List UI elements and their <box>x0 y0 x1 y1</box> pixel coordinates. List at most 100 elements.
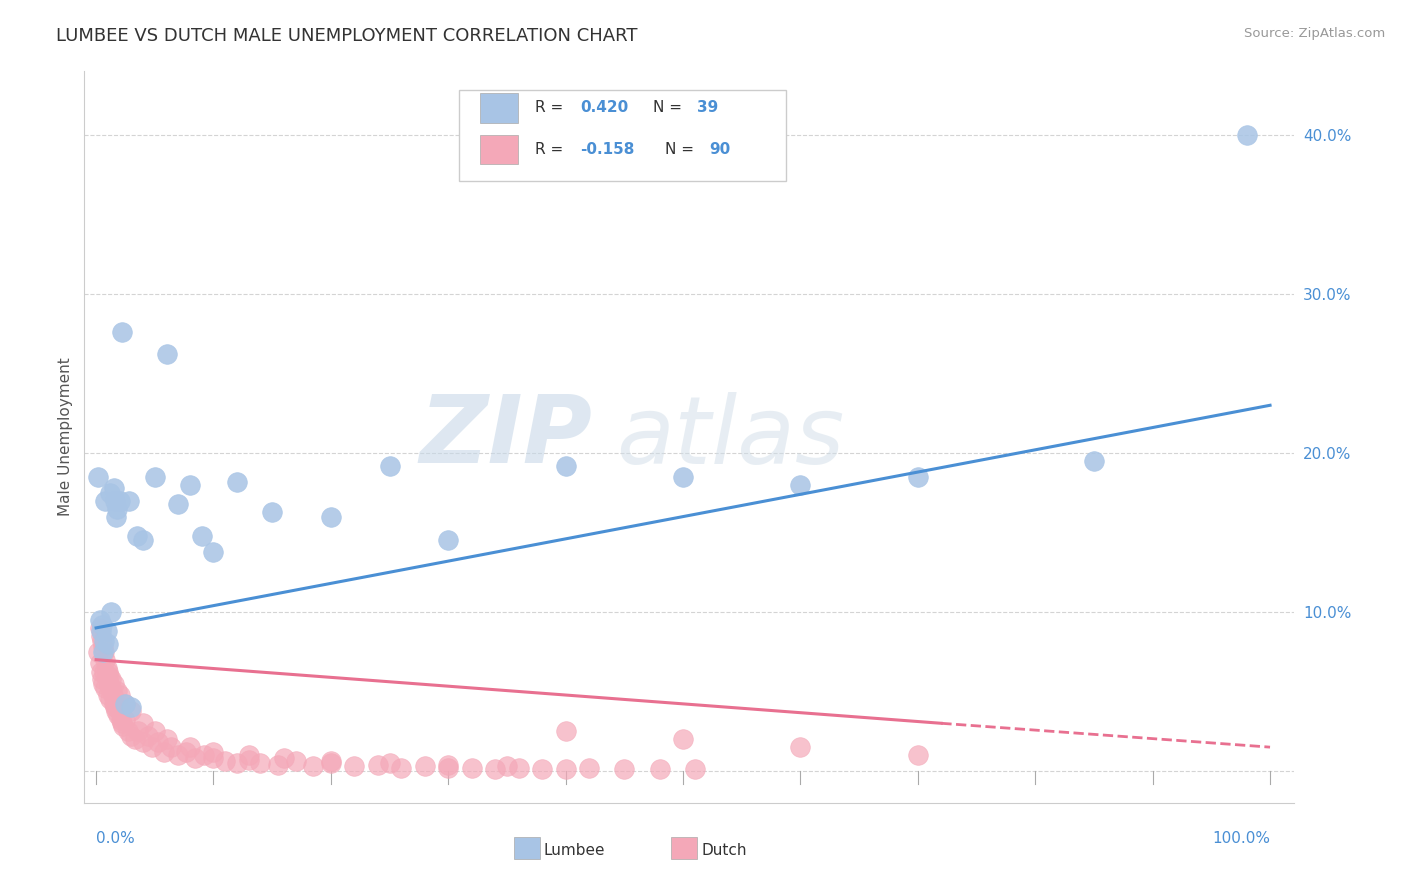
Point <box>367 757 389 772</box>
Point <box>141 740 163 755</box>
Point <box>103 676 125 690</box>
Text: Lumbee: Lumbee <box>544 843 606 858</box>
Point <box>1236 128 1258 142</box>
Point <box>105 697 128 711</box>
Point <box>96 668 118 682</box>
Text: 0.420: 0.420 <box>581 101 628 115</box>
Point <box>136 729 159 743</box>
Point <box>103 697 125 711</box>
Text: 39: 39 <box>697 101 718 115</box>
Point <box>167 748 190 763</box>
Point <box>91 633 114 648</box>
Point <box>117 724 139 739</box>
Point <box>648 763 671 777</box>
Point <box>789 477 811 491</box>
Point <box>114 697 136 711</box>
Point <box>143 470 166 484</box>
Point <box>108 493 131 508</box>
Point <box>98 692 121 706</box>
Point <box>672 470 695 484</box>
Point <box>94 653 117 667</box>
Text: N =: N = <box>665 142 699 157</box>
Point <box>110 713 132 727</box>
Point <box>96 624 118 638</box>
Point <box>267 757 290 772</box>
Point <box>789 740 811 755</box>
Point <box>907 470 929 484</box>
Point <box>193 748 215 763</box>
Point <box>103 481 125 495</box>
Point <box>96 660 118 674</box>
Point <box>496 759 519 773</box>
Point <box>89 656 111 670</box>
Point <box>155 347 177 361</box>
Point <box>100 681 122 696</box>
Point <box>319 509 342 524</box>
Point <box>226 475 249 489</box>
Point <box>179 740 201 755</box>
Point <box>120 700 142 714</box>
Point <box>105 509 128 524</box>
Point <box>319 756 342 770</box>
Point <box>104 493 127 508</box>
Point <box>124 732 146 747</box>
Point <box>378 458 401 473</box>
Point <box>378 756 401 770</box>
Point <box>554 458 576 473</box>
Point <box>226 756 249 770</box>
Point <box>132 735 155 749</box>
Point <box>105 501 128 516</box>
Point <box>613 763 636 777</box>
Point <box>284 755 307 769</box>
Point <box>90 624 112 638</box>
Point <box>100 672 122 686</box>
Point <box>554 763 576 777</box>
Point <box>98 668 121 682</box>
Point <box>389 761 412 775</box>
Point <box>114 713 136 727</box>
Point <box>508 761 530 775</box>
Y-axis label: Male Unemployment: Male Unemployment <box>58 358 73 516</box>
Text: atlas: atlas <box>616 392 845 483</box>
Point <box>343 759 366 773</box>
FancyBboxPatch shape <box>671 838 697 859</box>
Point <box>554 724 576 739</box>
Point <box>93 645 115 659</box>
Point <box>683 763 706 777</box>
Point <box>176 745 198 759</box>
Point <box>118 493 141 508</box>
Point <box>167 497 190 511</box>
Point <box>1083 454 1105 468</box>
Point <box>104 700 127 714</box>
Point <box>94 681 117 696</box>
FancyBboxPatch shape <box>479 135 519 164</box>
FancyBboxPatch shape <box>479 94 519 122</box>
Point <box>155 732 177 747</box>
Point <box>111 325 134 339</box>
Point <box>238 748 260 763</box>
Text: -0.158: -0.158 <box>581 142 634 157</box>
Point <box>249 756 271 770</box>
Point <box>302 759 325 773</box>
Point <box>97 688 120 702</box>
Text: N =: N = <box>652 101 686 115</box>
Point <box>202 745 225 759</box>
Point <box>94 493 117 508</box>
Point <box>90 665 112 680</box>
Point <box>437 533 460 548</box>
Point <box>91 676 114 690</box>
Point <box>108 704 131 718</box>
Point <box>93 665 115 680</box>
Point <box>87 645 110 659</box>
Text: R =: R = <box>536 142 568 157</box>
FancyBboxPatch shape <box>513 838 540 859</box>
Point <box>202 544 225 558</box>
Point <box>907 748 929 763</box>
Point <box>202 751 225 765</box>
Point <box>111 716 134 731</box>
Point <box>183 751 205 765</box>
Point <box>97 665 120 680</box>
Text: ZIP: ZIP <box>419 391 592 483</box>
Point <box>100 605 122 619</box>
Point <box>98 485 121 500</box>
